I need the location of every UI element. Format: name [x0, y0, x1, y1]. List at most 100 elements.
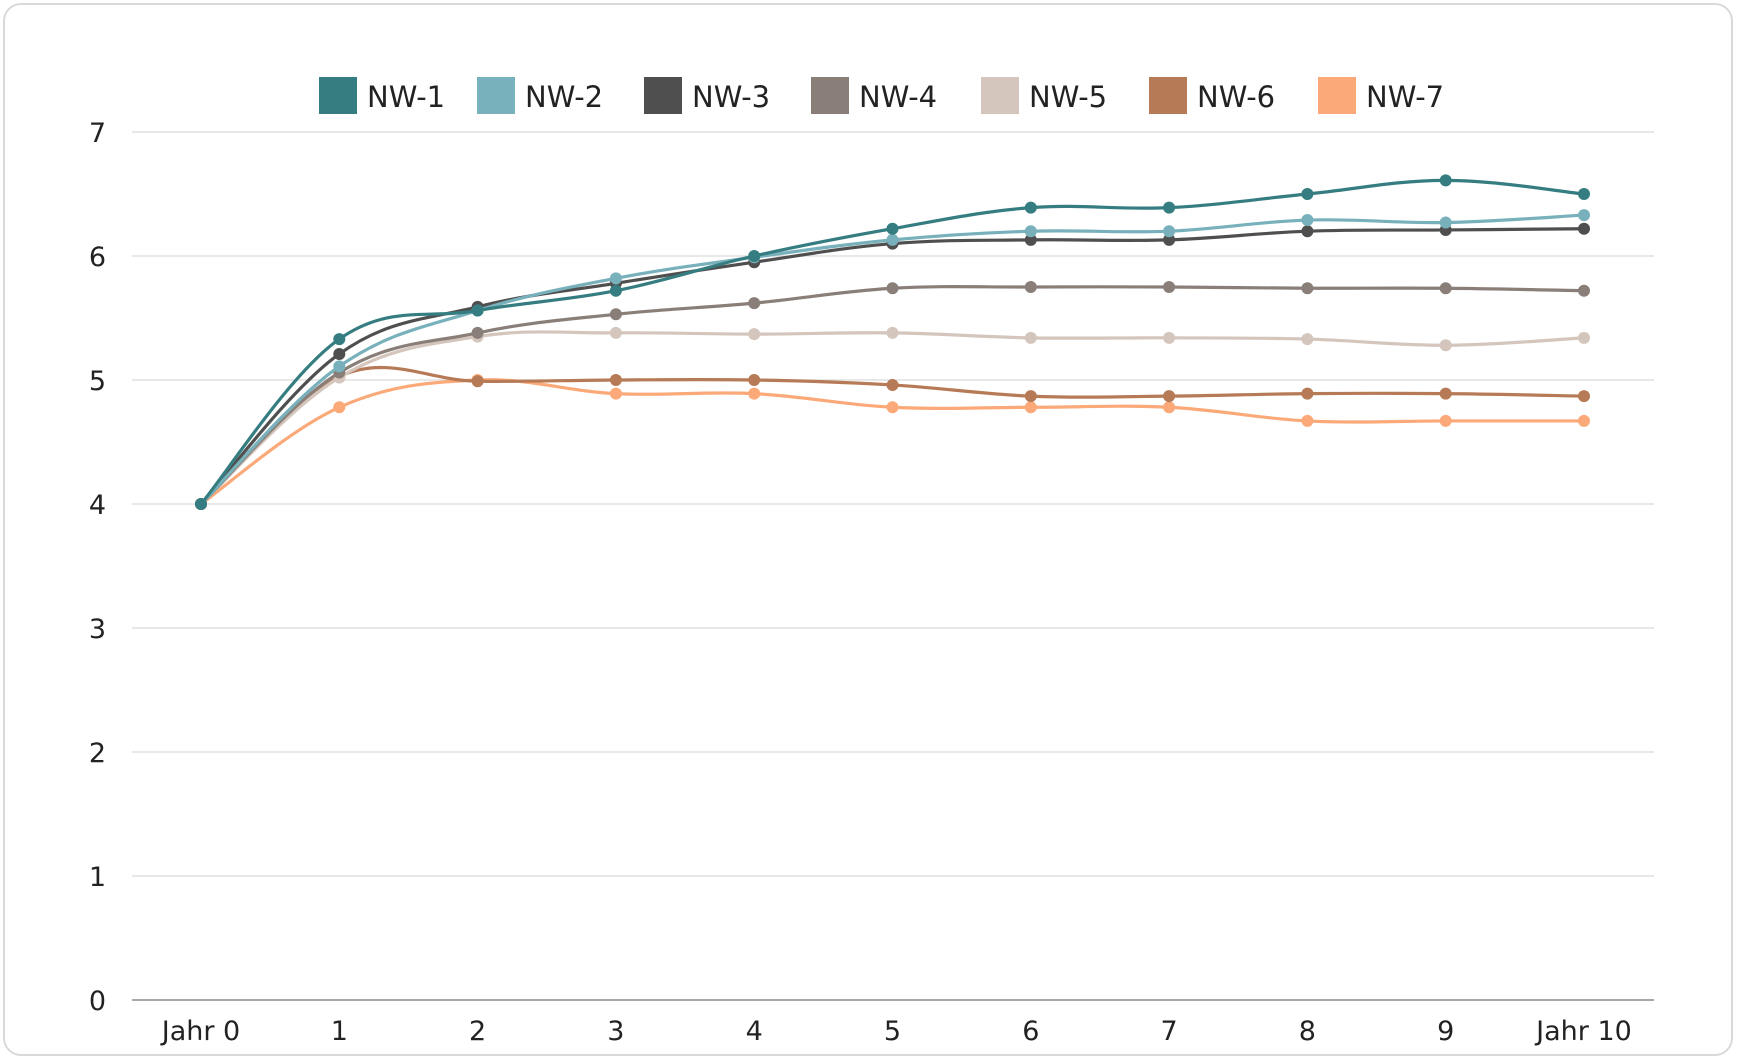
data-point	[1024, 233, 1037, 246]
data-point	[333, 333, 346, 346]
data-point	[1439, 414, 1452, 427]
data-point	[1163, 233, 1176, 246]
data-point	[1439, 216, 1452, 229]
data-point	[1578, 284, 1590, 297]
series-line	[199, 330, 1586, 506]
data-point	[886, 282, 899, 295]
x-tick-label: 8	[1299, 1016, 1316, 1047]
legend: NW-1 NW-2 NW-3 NW-4 NW-5 NW-6 NW-7	[319, 77, 1444, 114]
x-tick-label: 2	[469, 1016, 486, 1047]
data-point	[1578, 414, 1590, 427]
data-point	[1024, 201, 1037, 214]
data-point	[471, 375, 484, 388]
legend-swatch	[811, 77, 849, 114]
y-tick-label: 1	[89, 862, 106, 893]
data-point	[748, 297, 761, 310]
series-nw-4	[195, 281, 1590, 510]
legend-label: NW-2	[525, 80, 603, 114]
data-point	[609, 284, 622, 297]
data-point	[1024, 331, 1037, 344]
data-point	[748, 328, 761, 341]
data-point	[1578, 222, 1590, 235]
legend-label: NW-5	[1029, 80, 1107, 114]
x-tick-label: Jahr 0	[160, 1016, 240, 1047]
data-point	[1024, 401, 1037, 414]
data-point	[195, 498, 207, 510]
legend-item-nw-7: NW-7	[1318, 77, 1444, 114]
data-point	[1163, 201, 1176, 214]
data-point	[748, 374, 761, 386]
series-line	[199, 178, 1586, 506]
data-point	[1024, 225, 1037, 238]
legend-label: NW-1	[367, 80, 445, 114]
x-tick-label: 6	[1022, 1016, 1039, 1047]
legend-label: NW-4	[859, 80, 937, 114]
data-point	[1301, 387, 1314, 400]
legend-swatch	[1149, 77, 1187, 114]
x-axis-ticks: Jahr 0 1 2 3 4 5 6 7 8 9 Jahr 10	[160, 1016, 1632, 1047]
legend-swatch	[477, 77, 515, 114]
data-point	[748, 387, 761, 400]
legend-swatch	[1318, 77, 1356, 114]
legend-item-nw-4: NW-4	[811, 77, 937, 114]
x-tick-label: 4	[746, 1016, 763, 1047]
x-tick-label: 1	[331, 1016, 348, 1047]
data-point	[1439, 282, 1452, 295]
gridlines	[132, 131, 1654, 1001]
data-point	[1301, 333, 1314, 346]
x-tick-label: 9	[1437, 1016, 1454, 1047]
data-point	[609, 308, 622, 321]
data-point	[1439, 387, 1452, 400]
data-point	[609, 272, 622, 285]
legend-swatch	[981, 77, 1019, 114]
data-point	[1578, 331, 1590, 344]
y-tick-label: 4	[89, 490, 106, 521]
data-point	[886, 326, 899, 339]
series-line	[199, 285, 1586, 506]
legend-item-nw-5: NW-5	[981, 77, 1107, 114]
y-axis-ticks: 0 1 2 3 4 5 6 7	[89, 118, 106, 1017]
data-point	[333, 401, 346, 414]
data-point	[333, 360, 346, 373]
y-tick-label: 7	[89, 118, 106, 149]
series-line	[199, 227, 1586, 506]
data-point	[1301, 414, 1314, 427]
x-tick-label: 7	[1161, 1016, 1178, 1047]
data-point	[1301, 225, 1314, 238]
y-tick-label: 5	[89, 366, 106, 397]
data-point	[471, 304, 484, 317]
series-nw-6	[195, 365, 1590, 510]
series-nw-5	[195, 326, 1590, 510]
data-point	[886, 233, 899, 246]
data-point	[1163, 331, 1176, 344]
x-tick-label: Jahr 10	[1534, 1016, 1632, 1047]
data-point	[609, 374, 622, 386]
data-point	[333, 347, 346, 360]
data-point	[886, 401, 899, 414]
data-point	[1024, 281, 1037, 293]
series-line	[199, 378, 1586, 506]
x-tick-label: 3	[607, 1016, 624, 1047]
data-point	[609, 326, 622, 339]
legend-label: NW-6	[1197, 80, 1275, 114]
data-point	[1301, 188, 1314, 200]
y-tick-label: 3	[89, 614, 106, 645]
data-point	[886, 222, 899, 235]
legend-item-nw-2: NW-2	[477, 77, 603, 114]
data-point	[1301, 214, 1314, 227]
series-nw-1	[195, 174, 1590, 510]
series-nw-2	[195, 209, 1590, 510]
legend-label: NW-3	[692, 80, 770, 114]
series-line	[199, 213, 1586, 506]
data-point	[1578, 209, 1590, 222]
y-tick-label: 2	[89, 738, 106, 769]
data-point	[1439, 174, 1452, 187]
data-point	[1578, 188, 1590, 200]
legend-item-nw-3: NW-3	[644, 77, 770, 114]
legend-swatch	[644, 77, 682, 114]
y-tick-label: 0	[89, 986, 106, 1017]
data-point	[748, 250, 761, 262]
series-line	[199, 365, 1586, 506]
data-point	[1024, 390, 1037, 403]
